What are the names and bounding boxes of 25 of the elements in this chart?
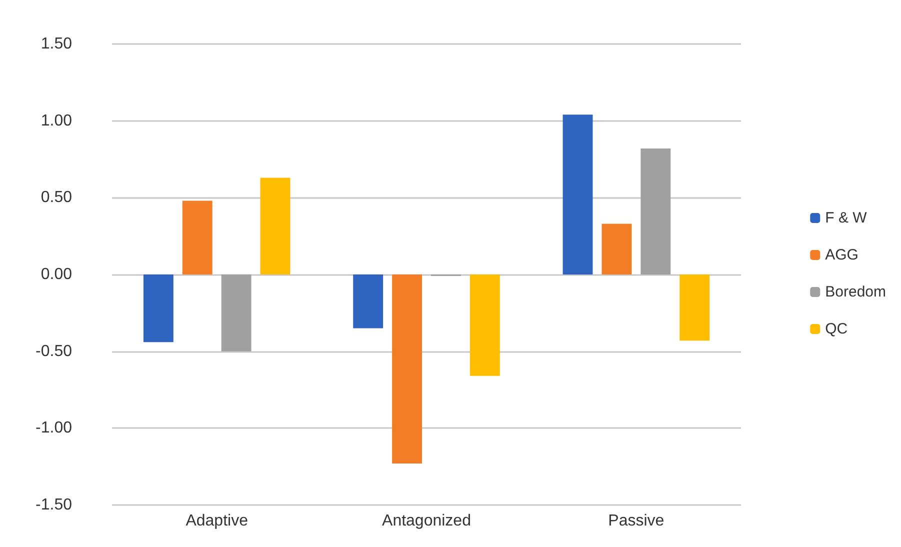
bar	[182, 200, 212, 274]
bar	[680, 274, 710, 341]
legend-label: AGG	[825, 246, 858, 264]
bar	[392, 274, 422, 464]
legend-label: F & W	[825, 210, 868, 226]
y-tick-label: -1.50	[36, 496, 72, 514]
y-tick-label: -0.50	[36, 342, 72, 360]
x-tick-label: Passive	[608, 512, 664, 530]
bar	[221, 274, 252, 352]
y-tick-label: 1.00	[40, 112, 72, 130]
bar	[562, 114, 593, 274]
y-tick-label: -1.00	[36, 420, 72, 437]
y-tick-label: 0.50	[40, 189, 72, 206]
y-tick-label: 0.00	[40, 266, 72, 283]
x-tick-label: Antagonized	[382, 512, 471, 530]
bar	[640, 148, 671, 274]
legend-label: QC	[825, 320, 848, 338]
bar	[602, 224, 632, 274]
bar	[143, 274, 174, 342]
bar	[470, 274, 500, 376]
bar	[353, 274, 384, 328]
bar	[260, 178, 290, 274]
y-tick-label: 1.50	[40, 36, 72, 52]
x-tick-label: Adaptive	[186, 512, 248, 530]
legend-label: Boredom	[825, 284, 886, 300]
